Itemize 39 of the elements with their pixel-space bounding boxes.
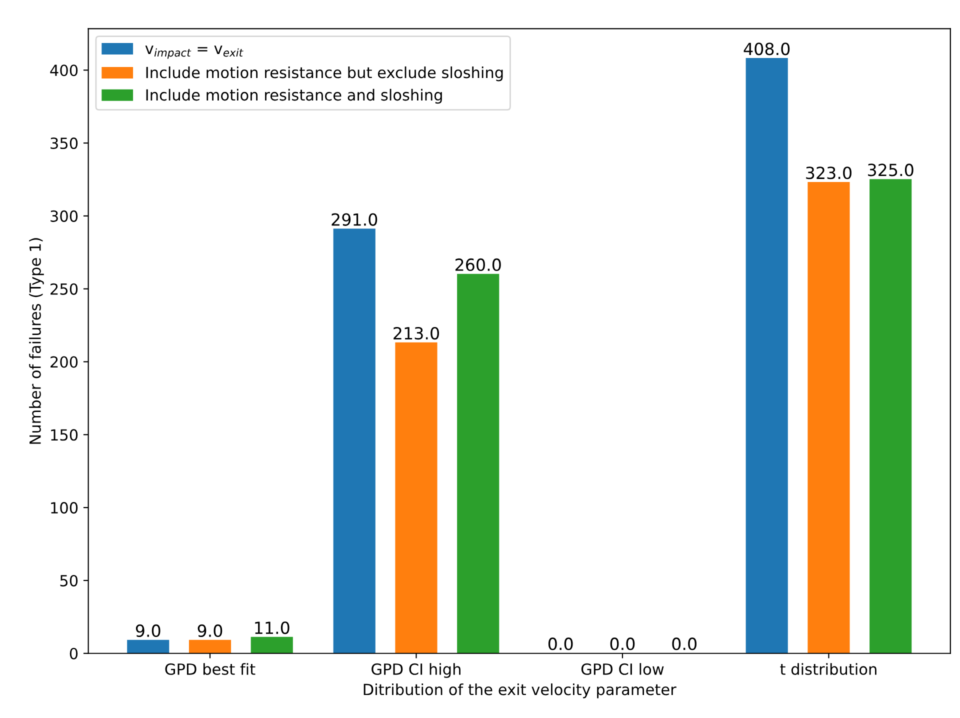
legend-label: Include motion resistance and sloshing [146, 88, 442, 104]
data-label: 11.0 [255, 622, 290, 634]
y-axis-title: Number of failures (Type 1) [29, 238, 44, 444]
bar [746, 58, 788, 654]
legend-label: v$_{impact}$ = v$_{exit}$ [145, 46, 244, 59]
y-tick-label: 250 [50, 283, 78, 295]
bar [188, 640, 232, 654]
y-tick-label: 100 [51, 502, 78, 514]
y-tick-label: 400 [50, 64, 78, 76]
bar [333, 228, 376, 654]
y-tick-label: 150 [51, 429, 78, 441]
data-label: 0.0 [548, 638, 573, 650]
data-label: 0.0 [672, 638, 696, 650]
bar [808, 182, 850, 654]
y-tick-label: 0 [70, 648, 78, 660]
x-tick-label: GPD best fit [165, 663, 256, 675]
data-label: 9.0 [136, 624, 160, 638]
data-label: 260.0 [455, 258, 501, 272]
x-tick-label: GPD CI low [581, 663, 664, 675]
data-label: 323.0 [806, 166, 852, 180]
data-label: 9.0 [198, 624, 222, 638]
bar [457, 274, 500, 654]
y-tick-label: 200 [50, 356, 78, 368]
y-tick-label: 300 [50, 210, 78, 222]
x-tick-label: GPD CI high [372, 663, 460, 678]
data-label: 0.0 [610, 638, 635, 650]
bar [870, 179, 912, 654]
x-tick-label: t distribution [780, 663, 876, 675]
data-label: 408.0 [744, 42, 790, 56]
y-tick-label: 50 [60, 574, 78, 586]
legend-label: Include motion resistance but exclude sloshing [146, 66, 503, 82]
bar [395, 342, 438, 654]
data-label: 291.0 [332, 213, 378, 226]
bar [250, 636, 293, 654]
data-label: 325.0 [868, 164, 914, 176]
x-axis-title: Ditribution of the exit velocity parameter [364, 683, 676, 698]
bar [127, 640, 170, 654]
y-tick-label: 350 [50, 138, 78, 150]
data-label: 213.0 [394, 326, 439, 340]
